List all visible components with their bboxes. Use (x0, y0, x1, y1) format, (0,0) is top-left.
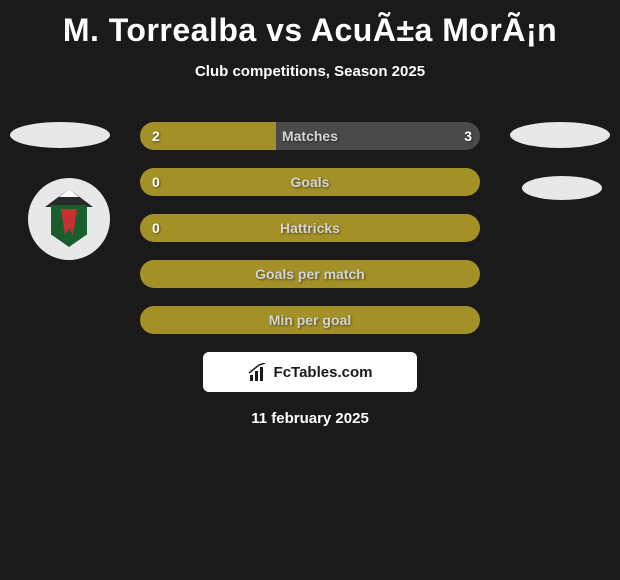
stats-container: Matches 2 3 Goals 0 Hattricks 0 Goals pe… (0, 122, 620, 334)
stat-row-hattricks: Hattricks 0 (0, 214, 620, 242)
stat-bar: Hattricks (140, 214, 480, 242)
stat-label: Goals per match (255, 266, 365, 282)
stat-value-left: 0 (152, 168, 160, 196)
chart-icon (248, 363, 268, 381)
stat-label: Goals (291, 174, 330, 190)
date-text: 11 february 2025 (0, 410, 620, 427)
stat-bar: Min per goal (140, 306, 480, 334)
stat-row-min-per-goal: Min per goal (0, 306, 620, 334)
stat-label: Matches (282, 128, 338, 144)
footer-brand-badge: FcTables.com (203, 352, 417, 392)
stat-value-left: 0 (152, 214, 160, 242)
stat-label: Min per goal (269, 312, 351, 328)
stat-value-right: 3 (464, 122, 472, 150)
stat-label: Hattricks (280, 220, 340, 236)
stat-bar: Goals per match (140, 260, 480, 288)
stat-bar: Matches (140, 122, 480, 150)
stat-row-goals: Goals 0 (0, 168, 620, 196)
page-title: M. Torrealba vs AcuÃ±a MorÃ¡n (0, 0, 620, 49)
stat-bar: Goals (140, 168, 480, 196)
footer-brand-text: FcTables.com (274, 364, 373, 381)
stat-value-left: 2 (152, 122, 160, 150)
stat-row-goals-per-match: Goals per match (0, 260, 620, 288)
page-subtitle: Club competitions, Season 2025 (0, 63, 620, 80)
stat-row-matches: Matches 2 3 (0, 122, 620, 150)
